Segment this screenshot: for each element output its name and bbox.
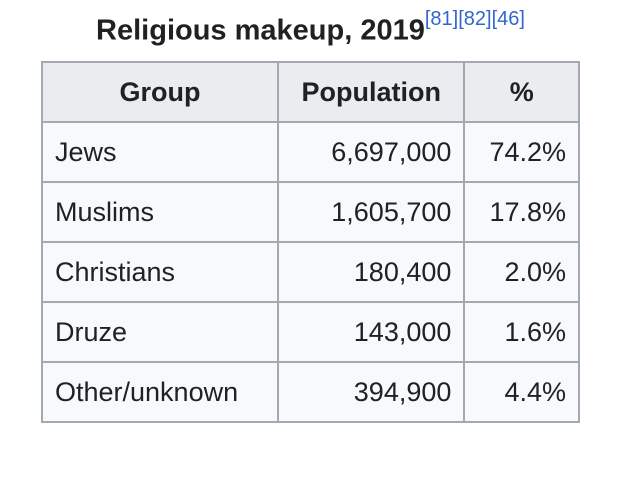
column-header: Group (40, 61, 280, 123)
references: [81][82][46] (425, 8, 525, 30)
table-caption: Religious makeup, 2019[81][82][46] (41, 8, 580, 48)
percent-cell: 4.4% (463, 361, 580, 423)
percent-cell: 74.2% (463, 121, 580, 183)
reference-link[interactable]: [82] (458, 8, 492, 30)
caption-title: Religious makeup, 2019 (96, 14, 425, 47)
reference-link[interactable]: [81] (424, 8, 459, 30)
group-cell: Druze (40, 301, 280, 363)
population-cell: 143,000 (277, 301, 466, 363)
column-header: % (463, 61, 580, 123)
percent-cell: 2.0% (463, 241, 580, 303)
table-row: Jews 6,697,000 74.2% (40, 121, 580, 183)
population-cell: 1,605,700 (277, 181, 466, 243)
percent-cell: 1.6% (463, 301, 580, 363)
header-row: Group Population% (40, 61, 580, 123)
population-cell: 394,900 (277, 361, 466, 423)
table-body: Jews 6,697,000 74.2% Muslims 1,605,700 17.8% C… (40, 121, 580, 423)
reference-link[interactable]: [46] (491, 8, 525, 30)
group-cell: Other/unknown (40, 361, 280, 423)
table-row: Christians 180,400 2.0% (40, 241, 580, 303)
population-cell: 6,697,000 (277, 121, 466, 183)
religion-table: Group Population% Jews 6,697,000 74.2% Musli… (40, 61, 580, 423)
group-cell: Jews (40, 121, 280, 183)
group-cell: Muslims (40, 181, 280, 243)
percent-cell: 17.8% (463, 181, 580, 243)
column-header: Population (277, 61, 466, 123)
table-row: Muslims 1,605,700 17.8% (40, 181, 580, 243)
population-cell: 180,400 (277, 241, 466, 303)
table-row: Druze 143,000 1.6% (40, 301, 580, 363)
table-row: Other/unknown 394,900 4.4% (40, 361, 580, 423)
group-cell: Christians (40, 241, 280, 303)
